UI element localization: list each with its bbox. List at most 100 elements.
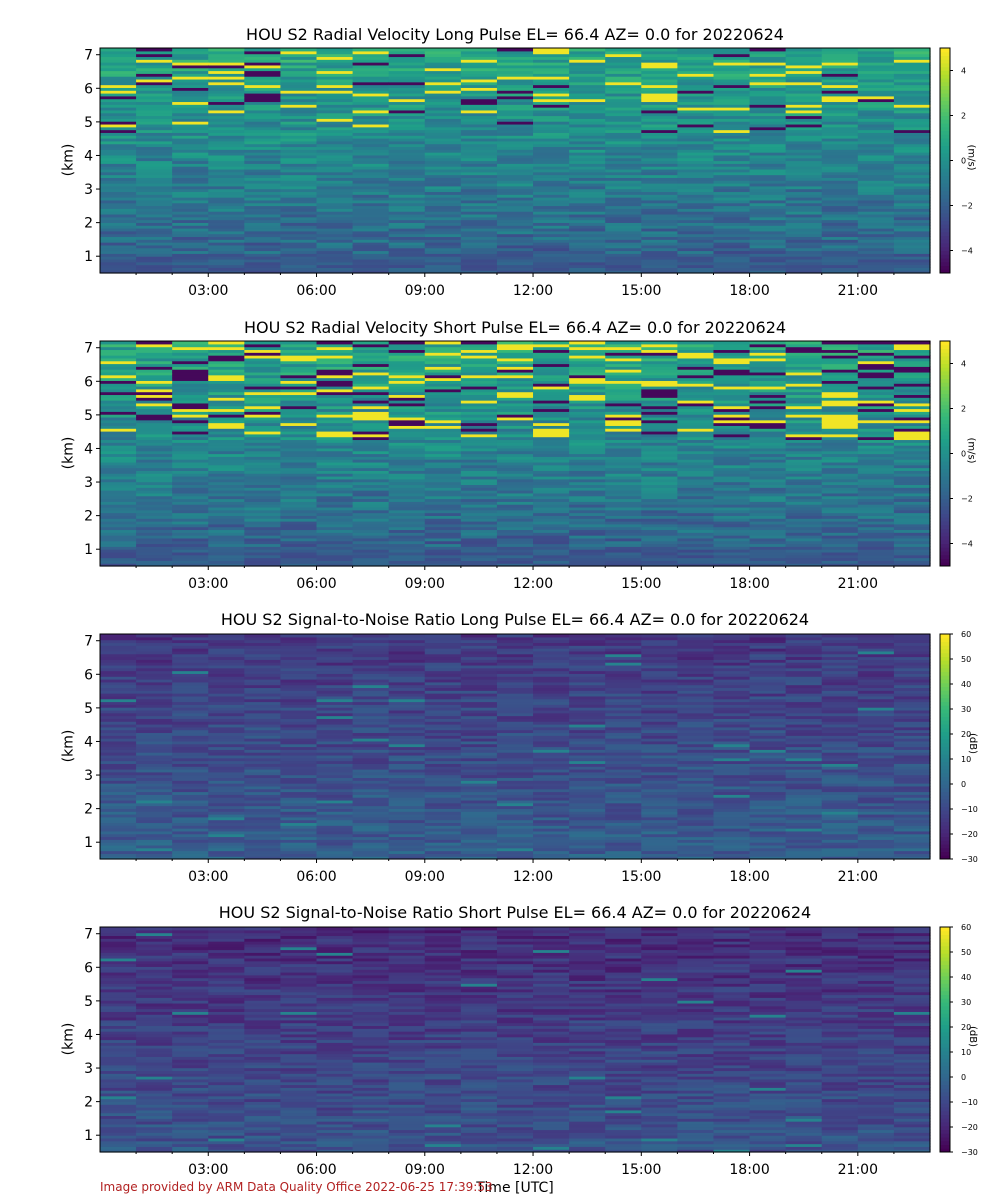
- y-tick-label: 7: [84, 48, 93, 64]
- y-tick-label: 4: [84, 1027, 93, 1043]
- y-tick-label: 5: [84, 408, 93, 424]
- x-tick-label: 21:00: [838, 1162, 878, 1178]
- footer-credit: Image provided by ARM Data Quality Offic…: [100, 1180, 493, 1194]
- colorbar-tick-label: 60: [961, 923, 971, 932]
- x-tick-label: 12:00: [513, 1162, 553, 1178]
- colorbar-tick-label: −4: [961, 540, 973, 549]
- y-tick-label: 1: [84, 835, 93, 851]
- colorbar-tick-label: −10: [961, 1098, 978, 1107]
- x-tick-label: 03:00: [188, 576, 228, 592]
- y-tick-label: 1: [84, 249, 93, 265]
- x-tick-label: 15:00: [621, 1162, 661, 1178]
- colorbar-tick-label: −30: [961, 855, 978, 864]
- x-tick-label: 06:00: [296, 576, 336, 592]
- colorbar-tick-label: 4: [961, 67, 966, 76]
- colorbar-tick-label: −30: [961, 1148, 978, 1157]
- plot-frame: [99, 633, 931, 860]
- y-tick-label: 1: [84, 542, 93, 558]
- colorbar-tick-label: 60: [961, 630, 971, 639]
- heatmap-cells: [100, 341, 931, 567]
- y-tick-label: 4: [84, 441, 93, 457]
- colorbar-tick-label: −20: [961, 830, 978, 839]
- y-tick-label: 6: [84, 667, 93, 683]
- y-tick-label: 2: [84, 216, 93, 232]
- heatmap-cells: [100, 927, 931, 1153]
- x-tick-label: 21:00: [838, 869, 878, 885]
- x-tick-label: 15:00: [621, 283, 661, 299]
- colorbar-tick-label: 50: [961, 655, 971, 664]
- x-tick-label: 12:00: [513, 576, 553, 592]
- colorbar-tick-label: −2: [961, 202, 973, 211]
- panel-3-title: HOU S2 Signal-to-Noise Ratio Long Pulse …: [220, 610, 810, 629]
- colorbar-tick-label: 30: [961, 998, 971, 1007]
- colorbar-tick-label: 0: [961, 780, 966, 789]
- plot-frame: [99, 926, 931, 1153]
- x-tick-label: 06:00: [296, 869, 336, 885]
- y-tick-label: 6: [84, 81, 93, 97]
- x-tick-label: 03:00: [188, 869, 228, 885]
- plot-frame: [99, 340, 931, 567]
- x-tick-label: 15:00: [621, 576, 661, 592]
- x-tick-label: 18:00: [729, 283, 769, 299]
- colorbar: [939, 340, 951, 567]
- colorbar-tick-label: −20: [961, 1123, 978, 1132]
- y-tick-label: 3: [84, 768, 93, 784]
- colorbar-tick-label: 0: [961, 157, 966, 166]
- y-tick-label: 4: [84, 148, 93, 164]
- heatmap-cells: [100, 634, 931, 860]
- plot-frame: [99, 47, 931, 274]
- x-tick-label: 09:00: [405, 283, 445, 299]
- y-tick-label: 2: [84, 1095, 93, 1111]
- x-tick-label: 09:00: [405, 1162, 445, 1178]
- x-tick-label: 09:00: [405, 869, 445, 885]
- colorbar-tick-label: 0: [961, 1073, 966, 1082]
- y-tick-label: 3: [84, 182, 93, 198]
- y-tick-label: 3: [84, 475, 93, 491]
- colorbar-tick-label: 2: [961, 405, 966, 414]
- panel-4-colorbar-label: (dB): [967, 1025, 979, 1048]
- y-tick-label: 3: [84, 1061, 93, 1077]
- colorbar-tick-label: 20: [961, 730, 971, 739]
- heatmap-cells: [100, 48, 931, 274]
- x-tick-label: 12:00: [513, 283, 553, 299]
- x-tick-label: 15:00: [621, 869, 661, 885]
- x-tick-label: 06:00: [296, 283, 336, 299]
- x-tick-label: 18:00: [729, 1162, 769, 1178]
- y-tick-label: 2: [84, 509, 93, 525]
- colorbar-tick-label: 40: [961, 680, 971, 689]
- y-tick-label: 5: [84, 994, 93, 1010]
- x-tick-label: 21:00: [838, 283, 878, 299]
- x-tick-label: 18:00: [729, 869, 769, 885]
- x-axis-label: Time [UTC]: [476, 1180, 554, 1196]
- y-tick-label: 7: [84, 927, 93, 943]
- colorbar: [939, 633, 951, 860]
- y-tick-label: 6: [84, 960, 93, 976]
- x-tick-label: 12:00: [513, 869, 553, 885]
- colorbar-tick-label: 10: [961, 755, 971, 764]
- y-tick-label: 7: [84, 634, 93, 650]
- x-tick-label: 06:00: [296, 1162, 336, 1178]
- colorbar-tick-label: −10: [961, 805, 978, 814]
- panel-2-title: HOU S2 Radial Velocity Short Pulse EL= 6…: [243, 318, 787, 337]
- colorbar: [939, 926, 951, 1153]
- y-tick-label: 6: [84, 374, 93, 390]
- colorbar-tick-label: −2: [961, 495, 973, 504]
- y-tick-label: 2: [84, 802, 93, 818]
- y-tick-label: 1: [84, 1128, 93, 1144]
- y-tick-label: 5: [84, 115, 93, 131]
- y-tick-label: 7: [84, 341, 93, 357]
- x-tick-label: 18:00: [729, 576, 769, 592]
- y-tick-label: 5: [84, 701, 93, 717]
- x-tick-label: 03:00: [188, 283, 228, 299]
- colorbar-tick-label: 0: [961, 450, 966, 459]
- x-tick-label: 21:00: [838, 576, 878, 592]
- colorbar-tick-label: −4: [961, 247, 973, 256]
- colorbar-tick-label: 10: [961, 1048, 971, 1057]
- panel-4-title: HOU S2 Signal-to-Noise Ratio Short Pulse…: [218, 903, 812, 922]
- colorbar-tick-label: 2: [961, 112, 966, 121]
- colorbar-tick-label: 4: [961, 360, 966, 369]
